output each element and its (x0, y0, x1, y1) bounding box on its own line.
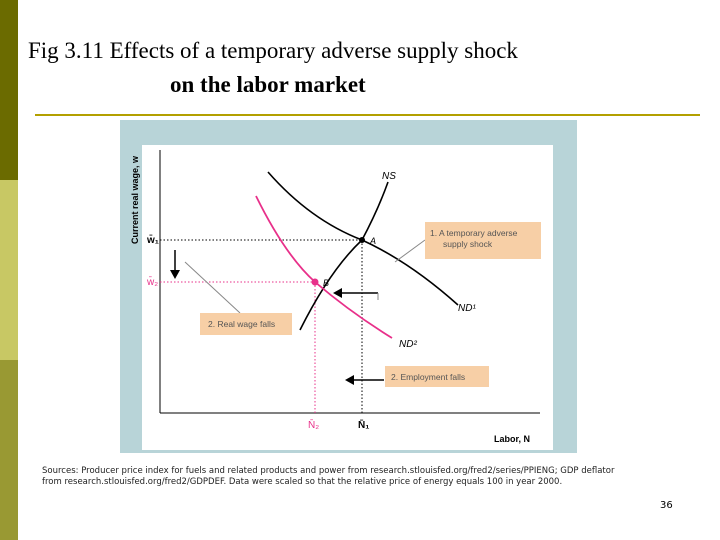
arrowhead (170, 270, 180, 279)
callout-text: 1. A temporary adverse supply shock (430, 228, 520, 249)
y-axis-label: Current real wage, w (130, 155, 140, 244)
title: on the labor market (170, 72, 366, 98)
curve-label: ND¹ (458, 303, 476, 314)
point-b (311, 278, 319, 286)
callout-text-line: supply shock (443, 239, 493, 249)
point-a (359, 237, 365, 243)
title: Fig 3.11 Effects of a temporary adverse … (28, 38, 518, 64)
leader (394, 239, 426, 263)
leader (184, 261, 241, 314)
x-axis-label: Labor, N (494, 434, 530, 444)
callout-box (385, 366, 489, 387)
callout-box (425, 222, 541, 259)
point-label: B (323, 278, 329, 288)
callout-text: 2. Real wage falls (208, 319, 275, 329)
callout-text: 2. Employment falls (391, 372, 465, 382)
curve-label: ND² (399, 339, 417, 350)
ns-curve (299, 181, 389, 331)
arrowhead (333, 288, 342, 298)
title-text: Fig 3.11 Effects of a temporary adverse … (28, 38, 518, 63)
w2-label: w̄₂ (146, 275, 158, 288)
arrowhead (345, 375, 354, 385)
n2-label: N̄₂ (308, 418, 319, 431)
callout-text-line: 1. A temporary adverse (430, 228, 518, 238)
w1-label: w̄₁ (146, 234, 159, 246)
side-bar (0, 360, 18, 540)
title-text: on the labor market (170, 72, 366, 97)
side-bar (0, 0, 18, 180)
page-number: 36 (660, 500, 673, 511)
figure-panel (142, 145, 553, 450)
curve-label: NS (382, 171, 396, 182)
sources: Sources: Producer price index for fuels … (42, 466, 615, 487)
n1-label: N̄₁ (358, 419, 369, 431)
side-bar (0, 180, 18, 360)
callout-box (200, 313, 292, 335)
point-label: A (369, 236, 376, 246)
